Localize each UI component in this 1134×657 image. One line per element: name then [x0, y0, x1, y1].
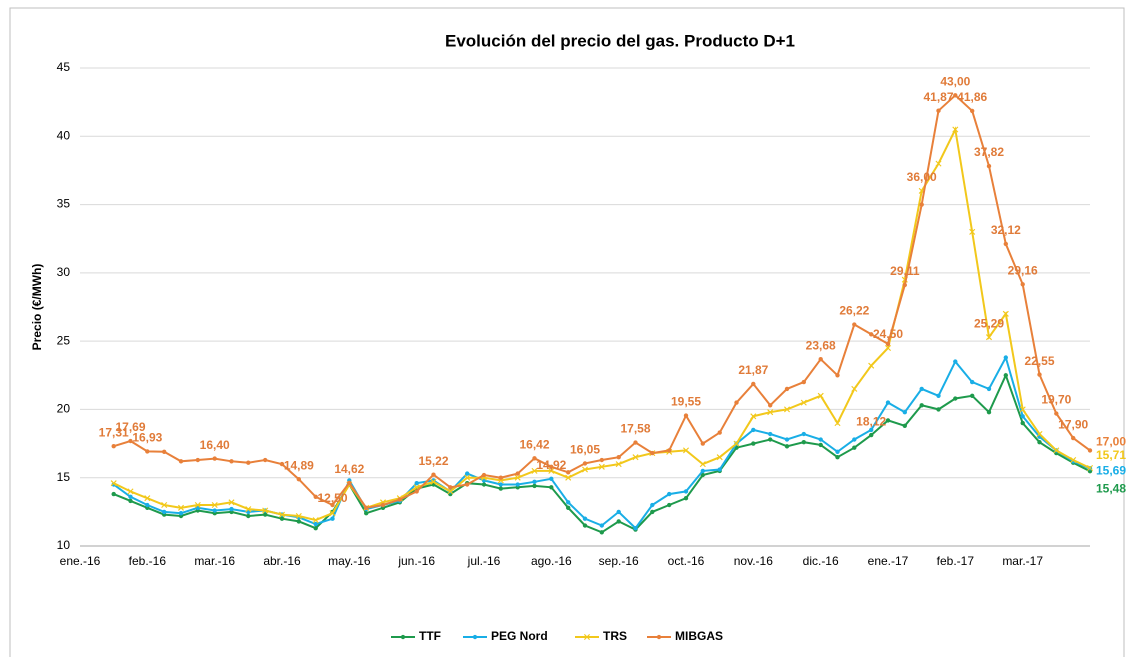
data-label: 15,69: [1096, 463, 1126, 477]
y-tick-label: 40: [57, 128, 71, 142]
data-label: 17,58: [620, 422, 650, 436]
y-tick-label: 25: [57, 333, 71, 347]
y-tick-label: 35: [57, 197, 71, 211]
x-tick-label: mar.-17: [1002, 554, 1043, 568]
x-tick-label: abr.-16: [263, 554, 301, 568]
legend-label: MIBGAS: [675, 629, 723, 643]
x-tick-label: jun.-16: [397, 554, 435, 568]
x-tick-label: may.-16: [328, 554, 371, 568]
data-label: 19,55: [671, 395, 701, 409]
x-tick-label: ago.-16: [531, 554, 572, 568]
x-tick-label: jul.-16: [467, 554, 501, 568]
data-label: 43,00: [940, 74, 970, 88]
data-label: 17,90: [1058, 417, 1088, 431]
y-tick-label: 45: [57, 60, 71, 74]
data-label: 22,55: [1024, 354, 1054, 368]
x-tick-label: oct.-16: [668, 554, 705, 568]
data-label: 26,22: [839, 304, 869, 318]
data-label: 14,89: [284, 458, 314, 472]
data-label: 23,68: [806, 338, 836, 352]
data-label: 17,69: [115, 420, 145, 434]
data-label: 21,87: [738, 363, 768, 377]
data-label: 18,12: [856, 414, 886, 428]
x-tick-label: dic.-16: [803, 554, 839, 568]
data-label: 12,50: [317, 491, 347, 505]
y-tick-label: 10: [57, 538, 71, 552]
series-line: [111, 93, 1093, 510]
y-tick-label: 20: [57, 402, 71, 416]
data-label: 19,70: [1041, 393, 1071, 407]
data-label: 15,71: [1096, 448, 1126, 462]
data-label: 25,29: [974, 316, 1004, 330]
chart-title: Evolución del precio del gas. Producto D…: [445, 31, 795, 50]
x-tick-label: ene.-17: [868, 554, 909, 568]
data-label: 15,22: [418, 454, 448, 468]
data-label: 32,12: [991, 223, 1021, 237]
data-label: 16,42: [519, 437, 549, 451]
data-label: 41,86: [957, 90, 987, 104]
x-tick-label: feb.-16: [129, 554, 167, 568]
x-tick-label: feb.-17: [937, 554, 975, 568]
data-label: 14,62: [334, 462, 364, 476]
legend-label: TRS: [603, 629, 627, 643]
data-label: 15,48: [1096, 481, 1126, 495]
x-tick-label: mar.-16: [194, 554, 235, 568]
y-axis-label: Precio (€/MWh): [30, 264, 44, 351]
data-label: 17,00: [1096, 435, 1126, 449]
data-label: 24,50: [873, 327, 903, 341]
data-label: 16,40: [200, 438, 230, 452]
legend-label: TTF: [419, 629, 441, 643]
data-label: 16,93: [132, 431, 162, 445]
x-tick-label: ene.-16: [60, 554, 101, 568]
data-label: 41,87: [923, 90, 953, 104]
x-tick-label: nov.-16: [734, 554, 773, 568]
data-label: 37,82: [974, 145, 1004, 159]
data-label: 36,00: [907, 170, 937, 184]
data-label: 29,11: [890, 264, 920, 278]
data-label: 29,16: [1008, 264, 1038, 278]
legend-label: PEG Nord: [491, 629, 548, 643]
y-tick-label: 15: [57, 470, 71, 484]
x-tick-label: sep.-16: [599, 554, 639, 568]
y-tick-label: 30: [57, 265, 71, 279]
data-label: 17,31: [99, 425, 129, 439]
data-label: 14,92: [536, 458, 566, 472]
data-label: 16,05: [570, 443, 600, 457]
